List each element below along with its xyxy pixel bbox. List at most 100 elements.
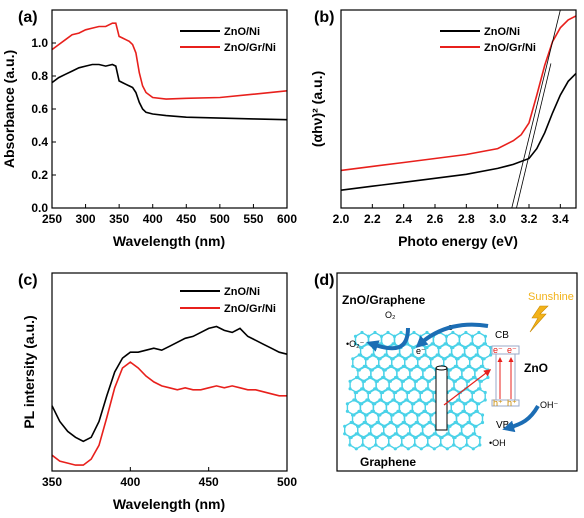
graphene-atom: [345, 402, 349, 406]
graphene-atom: [418, 334, 423, 338]
panel-b-x-axis-title: Photo energy (eV): [398, 233, 518, 249]
y-tick-label: 0.8: [31, 69, 48, 83]
graphene-atom: [466, 364, 470, 368]
panel-a-legend: ZnO/Ni ZnO/Gr/Ni: [180, 26, 276, 54]
x-tick-label: 300: [76, 212, 96, 226]
graphene-atom: [432, 432, 436, 436]
graphene-atom: [453, 364, 457, 368]
graphene-atom: [430, 398, 434, 402]
graphene-atom: [396, 409, 400, 413]
x-tick-label: 2.2: [364, 212, 381, 226]
graphene-atom: [489, 345, 493, 350]
graphene-atom: [474, 409, 478, 413]
panel-a-x-ticks: 250 300 350 400 450 500 550 600: [42, 204, 297, 226]
oh-minus-label: OH⁻: [540, 400, 559, 410]
graphene-atom: [351, 357, 355, 361]
graphene-hexagon: [427, 432, 442, 450]
graphene-atom: [462, 402, 466, 406]
graphene-atom: [393, 447, 397, 451]
graphene-atom: [383, 353, 387, 357]
graphene-atom: [354, 447, 358, 451]
graphene-atom: [370, 409, 374, 413]
graphene-atom: [444, 334, 448, 338]
graphene-atom: [411, 345, 415, 350]
graphene-atom: [478, 443, 482, 447]
graphene-atom: [381, 375, 385, 380]
graphene-atom: [371, 402, 375, 406]
panel-d-mechanism-diagram: (d) ZnO/Graphene Sunshine O₂ •O₂⁻ e⁻ e⁻ …: [314, 272, 578, 472]
graphene-atom: [452, 443, 456, 447]
graphene-atom: [393, 432, 397, 436]
graphene-atom: [395, 424, 399, 428]
graphene-atom: [418, 390, 422, 395]
electron-transfer-arrow: [415, 322, 489, 349]
panel-a-label: (a): [18, 9, 38, 26]
graphene-atom: [379, 334, 384, 338]
graphene-atom: [412, 387, 416, 391]
graphene-label: Graphene: [360, 455, 416, 469]
graphene-atom: [408, 424, 412, 428]
graphene-atom: [399, 387, 403, 391]
graphene-atom: [421, 424, 425, 428]
series-line-zno-ni: [340, 72, 577, 191]
graphene-atom: [464, 330, 468, 335]
graphene-atom: [359, 345, 363, 350]
graphene-atom: [449, 402, 453, 406]
graphene-atom: [448, 353, 452, 357]
graphene-atom: [486, 375, 490, 380]
graphene-atom: [358, 402, 362, 406]
graphene-atom: [420, 375, 424, 380]
graphene-atom: [431, 390, 435, 395]
graphene-atom: [357, 353, 361, 357]
x-tick-label: 3.4: [552, 212, 569, 226]
y-tick-label: 0.6: [31, 102, 48, 116]
panel-b-plot-area: [340, 9, 577, 209]
cb-band: [491, 345, 520, 355]
graphene-atom: [400, 443, 404, 447]
graphene-atom: [361, 443, 365, 447]
graphene-atom: [404, 398, 408, 402]
graphene-atom: [412, 330, 416, 335]
charge-transfer-arrow: [443, 369, 492, 406]
graphene-atom: [454, 413, 459, 417]
legend-label-zno-ni: ZnO/Ni: [224, 286, 260, 298]
x-tick-label: 450: [199, 475, 219, 489]
graphene-atom: [373, 387, 377, 391]
graphene-atom: [378, 398, 382, 402]
graphene-atom: [386, 330, 390, 335]
graphene-atom: [351, 364, 355, 368]
panel-c-x-ticks: 350 400 450 500: [42, 467, 297, 489]
graphene-atom: [471, 375, 476, 380]
lightning-icon: [529, 305, 549, 333]
graphene-atom: [483, 398, 487, 402]
graphene-atom: [465, 443, 469, 447]
graphene-atom: [400, 435, 404, 440]
graphene-atom: [476, 345, 480, 350]
legend-label-zno-ni: ZnO/Ni: [224, 26, 260, 38]
graphene-atom: [465, 379, 469, 383]
x-tick-label: 450: [176, 212, 196, 226]
graphene-atom: [471, 432, 475, 436]
graphene-atom: [355, 375, 359, 380]
graphene-atom: [369, 424, 373, 428]
graphene-atom: [463, 345, 467, 350]
o2-label: O₂: [385, 310, 396, 320]
graphene-atom: [382, 424, 386, 428]
graphene-atom: [387, 435, 391, 440]
graphene-atom: [345, 409, 349, 413]
graphene-atom: [401, 420, 405, 425]
graphene-atom: [405, 390, 409, 395]
graphene-atom: [458, 432, 462, 436]
graphene-atom: [395, 368, 399, 372]
graphene-atom: [363, 413, 368, 417]
graphene-atom: [481, 357, 485, 361]
panel-a-x-axis-title: Wavelength (nm): [113, 233, 225, 249]
graphene-atom: [348, 379, 352, 383]
graphene-atom: [376, 413, 381, 417]
series-line-zno-gr-ni: [51, 22, 288, 100]
graphene-atom: [362, 420, 366, 425]
panel-a-frame: [51, 9, 288, 209]
graphene-atom: [414, 420, 418, 425]
graphene-atom: [400, 379, 404, 383]
oh-radical-label: •OH: [489, 438, 506, 448]
